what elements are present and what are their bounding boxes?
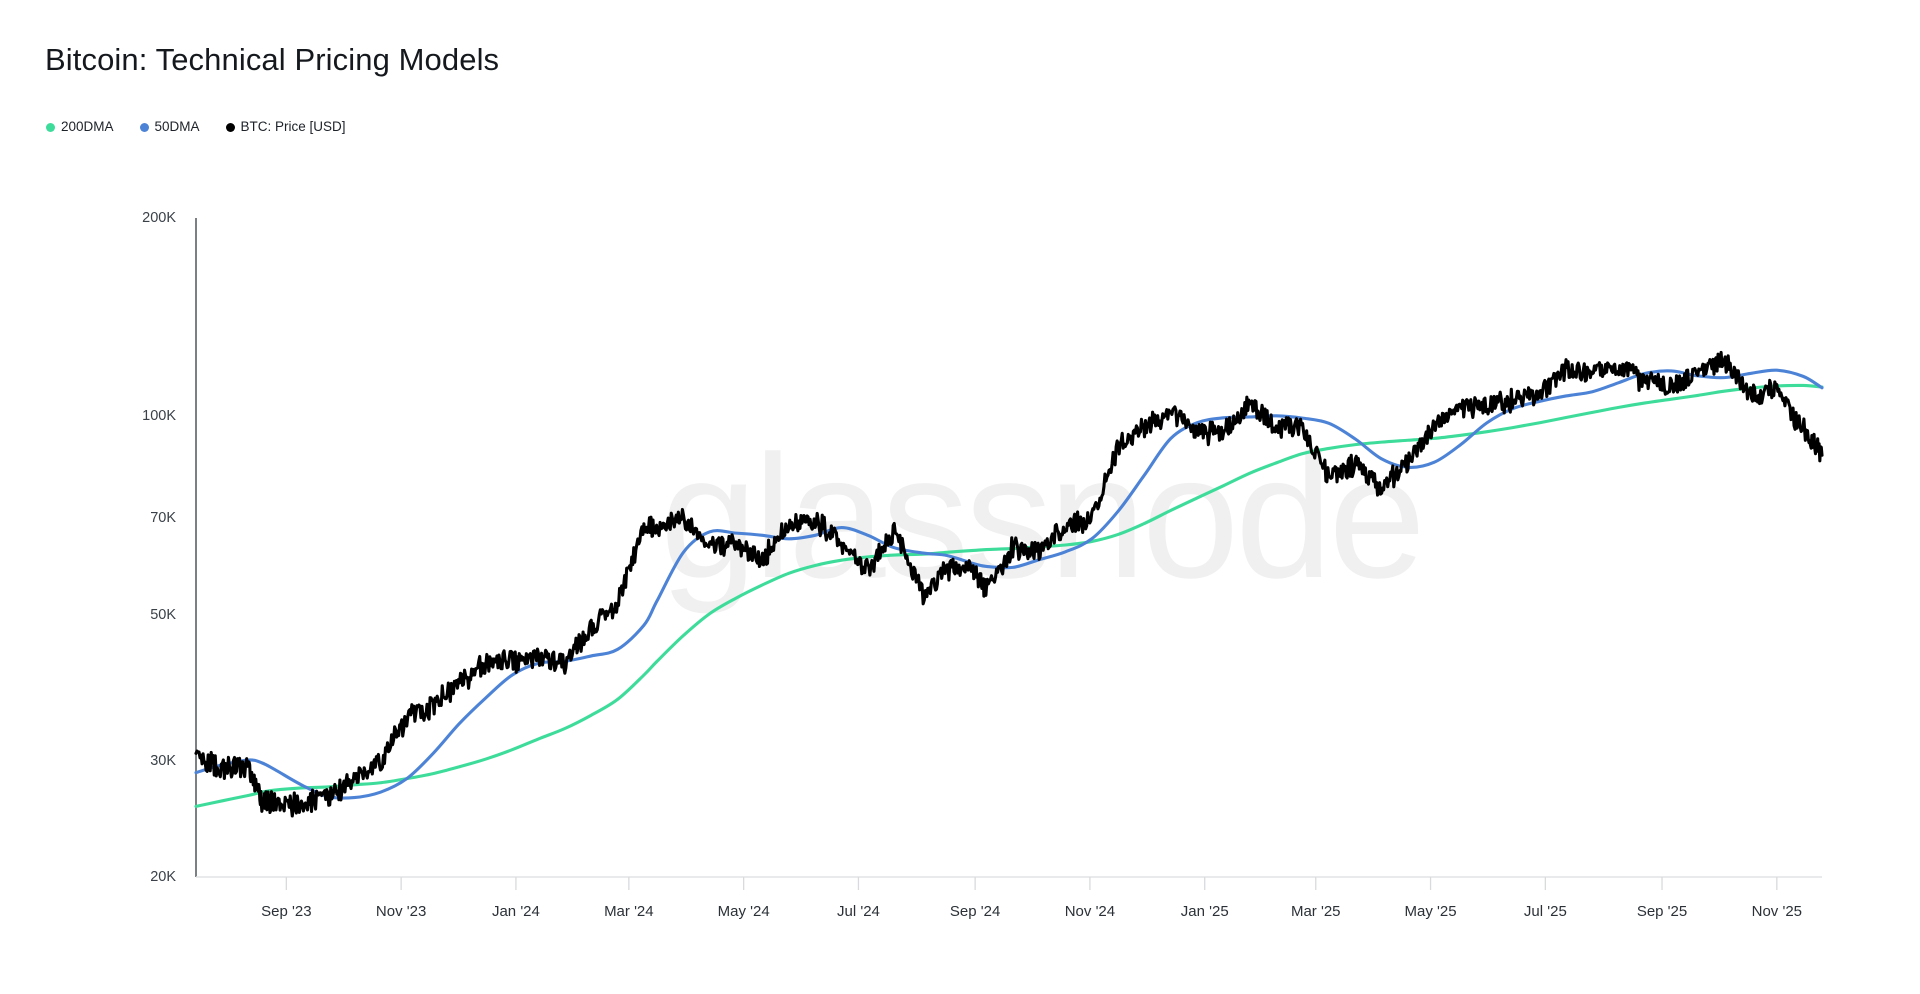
x-tick-label: Nov '24 (1064, 903, 1116, 920)
page-title: Bitcoin: Technical Pricing Models (45, 42, 500, 77)
x-axis-ticks (285, 877, 1778, 890)
y-tick-label: 70K (150, 510, 176, 527)
x-tick-label: Jan '24 (491, 903, 540, 920)
legend-item-200dma[interactable]: 200DMA (46, 120, 114, 134)
x-tick-label: Mar '25 (1290, 903, 1341, 920)
y-tick-label: 100K (142, 408, 176, 425)
x-tick-label: May '24 (717, 903, 770, 920)
x-tick-label: Mar '24 (604, 903, 654, 920)
legend-label-btc-price: BTC: Price [USD] (240, 119, 346, 135)
x-tick-label: Jan '25 (1180, 903, 1229, 920)
circle-marker-icon (225, 122, 235, 132)
series-line-btc-price (194, 350, 1824, 818)
x-tick-label: Nov '25 (1751, 903, 1803, 920)
y-tick-label: 30K (150, 752, 176, 769)
series-line-50dma (194, 368, 1824, 800)
y-tick-label: 200K (142, 210, 176, 226)
chart-legend: 200DMA 50DMA BTC: Price [USD] (46, 118, 372, 136)
axis-lines (195, 218, 1822, 878)
circle-marker-icon (139, 122, 149, 132)
x-tick-label: Sep '23 (261, 903, 312, 920)
x-tick-label: Sep '24 (949, 903, 1001, 920)
legend-item-btc-price[interactable]: BTC: Price [USD] (225, 119, 346, 135)
series-line-200dma (194, 383, 1824, 808)
x-tick-label: Nov '23 (375, 903, 427, 920)
legend-label-200dma: 200DMA (61, 119, 114, 135)
circle-marker-icon (46, 122, 55, 132)
x-tick-label: Jul '24 (836, 903, 880, 920)
x-tick-label: May '25 (1404, 903, 1457, 920)
x-tick-label: Sep '25 (1636, 903, 1688, 920)
y-tick-label: 20K (150, 869, 176, 885)
y-tick-label: 50K (150, 606, 176, 623)
legend-label-50dma: 50DMA (154, 119, 200, 135)
x-tick-label: Jul '25 (1523, 903, 1567, 920)
legend-item-50dma[interactable]: 50DMA (139, 119, 200, 135)
